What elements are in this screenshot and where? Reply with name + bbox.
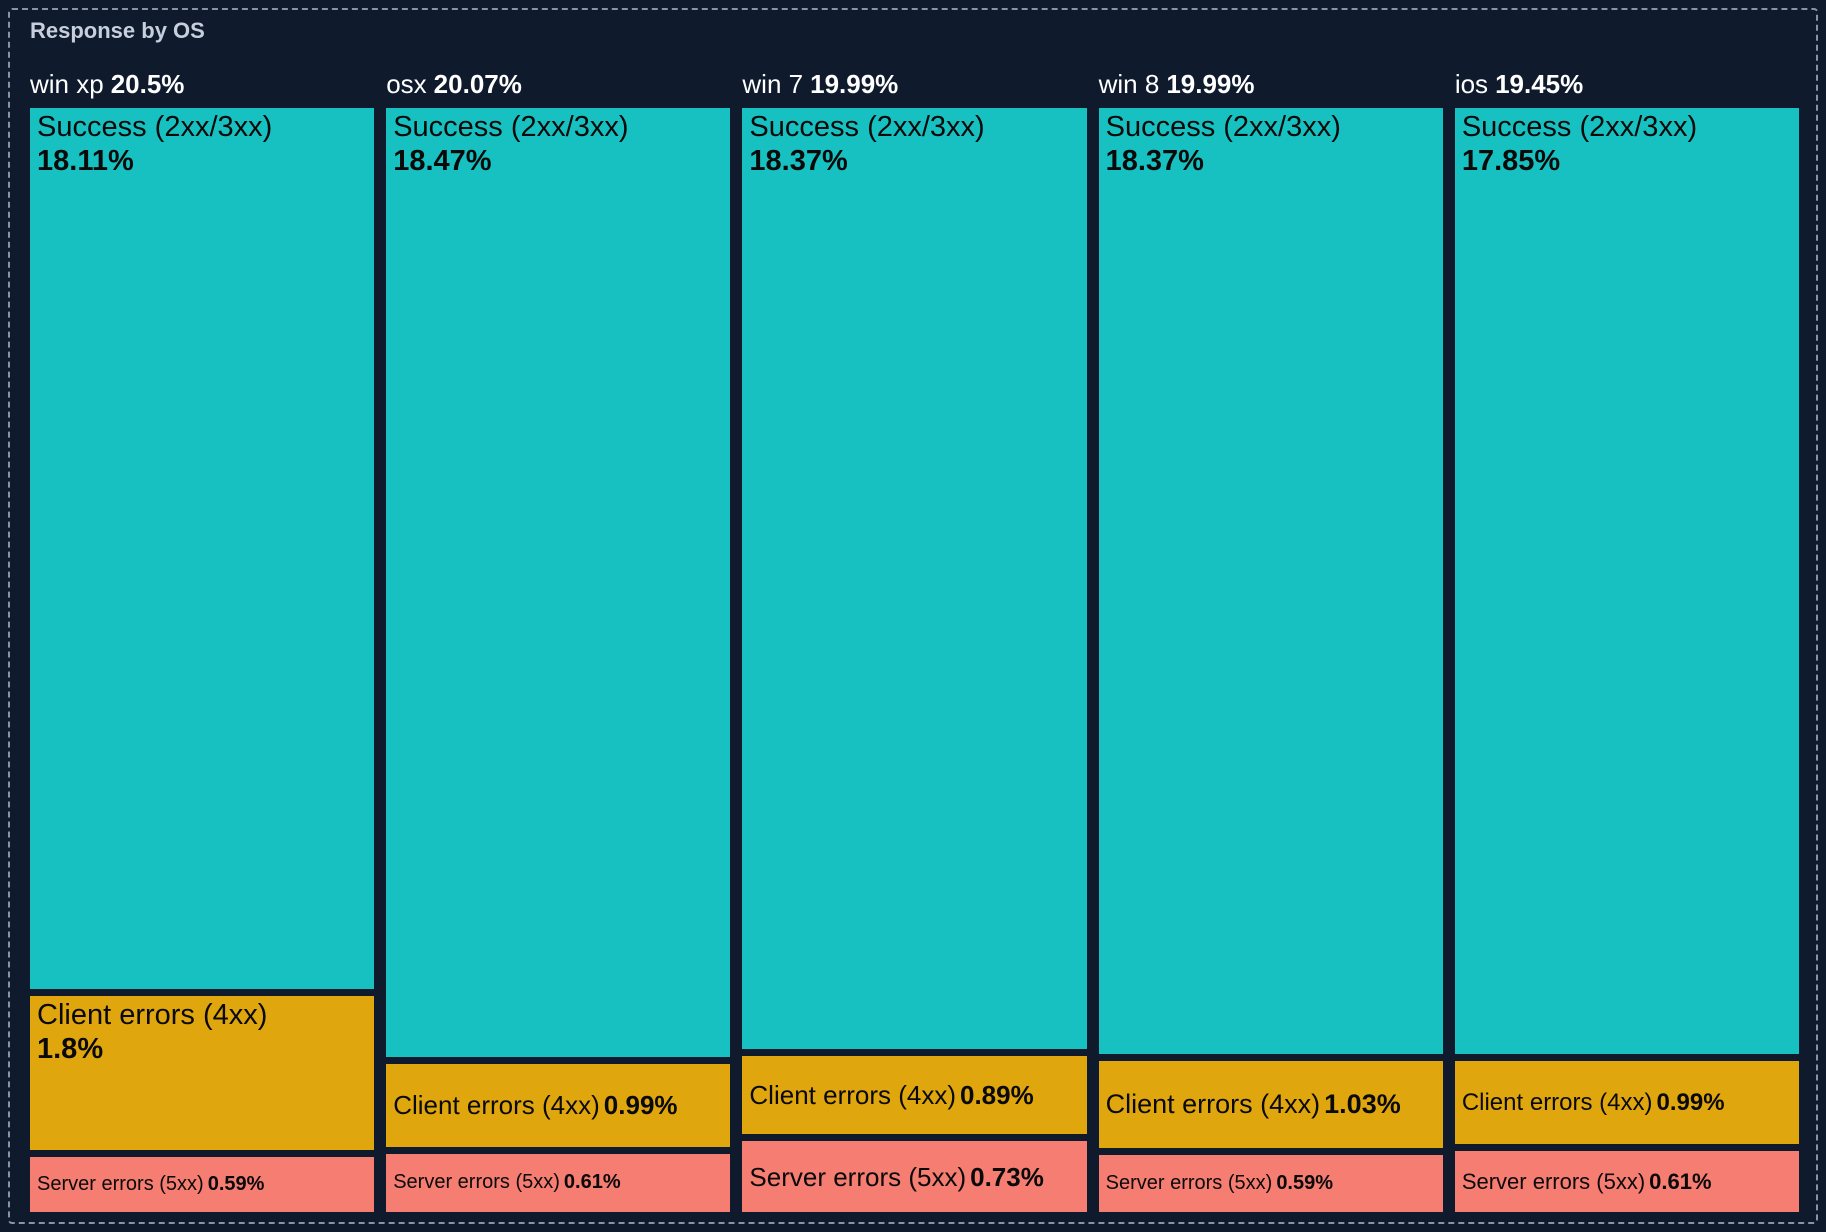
segment-client-errors-4xx[interactable]: Client errors (4xx) 1.03% bbox=[1098, 1061, 1443, 1148]
segment-label: Success (2xx/3xx) bbox=[393, 110, 629, 143]
segment-client-errors-4xx[interactable]: Client errors (4xx) 1.8% bbox=[30, 995, 375, 1150]
panel-title[interactable]: Response by OS bbox=[30, 18, 205, 43]
os-label: win 8 bbox=[1098, 69, 1160, 100]
os-column-header: win 8 19.99% bbox=[1099, 70, 1443, 108]
segment-server-errors-5xx[interactable]: Server errors (5xx) 0.59% bbox=[30, 1156, 375, 1212]
segment-value: 0.61% bbox=[1649, 1168, 1712, 1194]
segment-label: Server errors (5xx) bbox=[1105, 1171, 1273, 1194]
segment-stack: Success (2xx/3xx) 18.37% Client errors (… bbox=[1098, 107, 1443, 1212]
segment-server-errors-5xx[interactable]: Server errors (5xx) 0.61% bbox=[1454, 1150, 1800, 1212]
os-column-win-xp: win xp 20.5% Success (2xx/3xx) 18.11% Cli… bbox=[30, 70, 375, 1212]
os-column-header: win xp 20.5% bbox=[30, 70, 374, 108]
segment-label: Server errors (5xx) bbox=[1461, 1168, 1646, 1194]
segment-stack: Success (2xx/3xx) 18.47% Client errors (… bbox=[386, 107, 731, 1213]
os-column-header: osx 20.07% bbox=[386, 70, 730, 108]
segment-value: 18.47% bbox=[393, 144, 492, 177]
segment-success-2xx-3xx[interactable]: Success (2xx/3xx) 18.37% bbox=[1098, 107, 1443, 1055]
segment-label: Server errors (5xx) bbox=[37, 1172, 204, 1195]
segment-label: Client errors (4xx) bbox=[37, 998, 268, 1031]
os-label: win 7 bbox=[742, 69, 804, 100]
segment-value: 0.59% bbox=[1276, 1171, 1334, 1194]
segment-stack: Success (2xx/3xx) 18.11% Client errors (… bbox=[30, 107, 375, 1212]
os-label: osx bbox=[386, 69, 427, 100]
segment-label: Client errors (4xx) bbox=[393, 1090, 600, 1121]
segment-success-2xx-3xx[interactable]: Success (2xx/3xx) 17.85% bbox=[1454, 107, 1800, 1055]
treemap-chart: win xp 20.5% Success (2xx/3xx) 18.11% Cli… bbox=[30, 70, 1800, 1213]
segment-label: Success (2xx/3xx) bbox=[1461, 110, 1698, 143]
segment-value: 17.85% bbox=[1461, 144, 1561, 177]
segment-stack: Success (2xx/3xx) 18.37% Client errors (… bbox=[742, 107, 1087, 1212]
segment-label: Client errors (4xx) bbox=[1105, 1088, 1321, 1119]
segment-server-errors-5xx[interactable]: Server errors (5xx) 0.59% bbox=[1098, 1154, 1443, 1212]
segment-value: 0.61% bbox=[563, 1171, 621, 1194]
segment-success-2xx-3xx[interactable]: Success (2xx/3xx) 18.11% bbox=[30, 107, 375, 989]
segment-label: Client errors (4xx) bbox=[749, 1080, 956, 1111]
os-column-ios: ios 19.45% Success (2xx/3xx) 17.85% Clien… bbox=[1454, 70, 1800, 1212]
os-label: ios bbox=[1454, 69, 1489, 100]
segment-value: 0.99% bbox=[603, 1090, 678, 1121]
os-label: win xp bbox=[30, 69, 104, 100]
segment-value: 1.03% bbox=[1324, 1088, 1401, 1119]
os-total-percent: 19.99% bbox=[1166, 69, 1255, 100]
os-column-osx: osx 20.07% Success (2xx/3xx) 18.47% Clien… bbox=[386, 70, 731, 1213]
segment-label: Success (2xx/3xx) bbox=[749, 110, 985, 143]
segment-client-errors-4xx[interactable]: Client errors (4xx) 0.89% bbox=[742, 1056, 1087, 1135]
segment-label: Success (2xx/3xx) bbox=[1105, 110, 1341, 143]
segment-success-2xx-3xx[interactable]: Success (2xx/3xx) 18.37% bbox=[742, 107, 1087, 1050]
segment-success-2xx-3xx[interactable]: Success (2xx/3xx) 18.47% bbox=[386, 107, 731, 1057]
segment-value: 18.11% bbox=[37, 144, 134, 177]
segment-client-errors-4xx[interactable]: Client errors (4xx) 0.99% bbox=[1454, 1061, 1800, 1144]
segment-server-errors-5xx[interactable]: Server errors (5xx) 0.73% bbox=[742, 1141, 1087, 1212]
os-total-percent: 20.07% bbox=[433, 69, 522, 100]
segment-client-errors-4xx[interactable]: Client errors (4xx) 0.99% bbox=[386, 1063, 731, 1147]
segment-stack: Success (2xx/3xx) 17.85% Client errors (… bbox=[1454, 107, 1800, 1212]
segment-value: 0.73% bbox=[970, 1161, 1044, 1192]
segment-value: 0.99% bbox=[1656, 1088, 1725, 1116]
segment-value: 0.59% bbox=[207, 1172, 265, 1195]
os-column-header: ios 19.45% bbox=[1455, 70, 1799, 108]
segment-value: 18.37% bbox=[1105, 144, 1204, 177]
os-column-header: win 7 19.99% bbox=[742, 70, 1086, 108]
segment-value: 18.37% bbox=[749, 144, 848, 177]
os-total-percent: 20.5% bbox=[110, 69, 185, 100]
segment-label: Success (2xx/3xx) bbox=[37, 110, 273, 143]
segment-label: Client errors (4xx) bbox=[1461, 1088, 1653, 1116]
os-total-percent: 19.45% bbox=[1495, 69, 1584, 100]
segment-server-errors-5xx[interactable]: Server errors (5xx) 0.61% bbox=[386, 1153, 731, 1213]
segment-value: 1.8% bbox=[37, 1032, 104, 1065]
segment-value: 0.89% bbox=[960, 1080, 1034, 1111]
segment-label: Server errors (5xx) bbox=[749, 1161, 967, 1192]
os-total-percent: 19.99% bbox=[810, 69, 899, 100]
os-column-win-7: win 7 19.99% Success (2xx/3xx) 18.37% Cli… bbox=[742, 70, 1087, 1212]
segment-label: Server errors (5xx) bbox=[393, 1171, 560, 1194]
os-column-win-8: win 8 19.99% Success (2xx/3xx) 18.37% Cli… bbox=[1098, 70, 1443, 1212]
